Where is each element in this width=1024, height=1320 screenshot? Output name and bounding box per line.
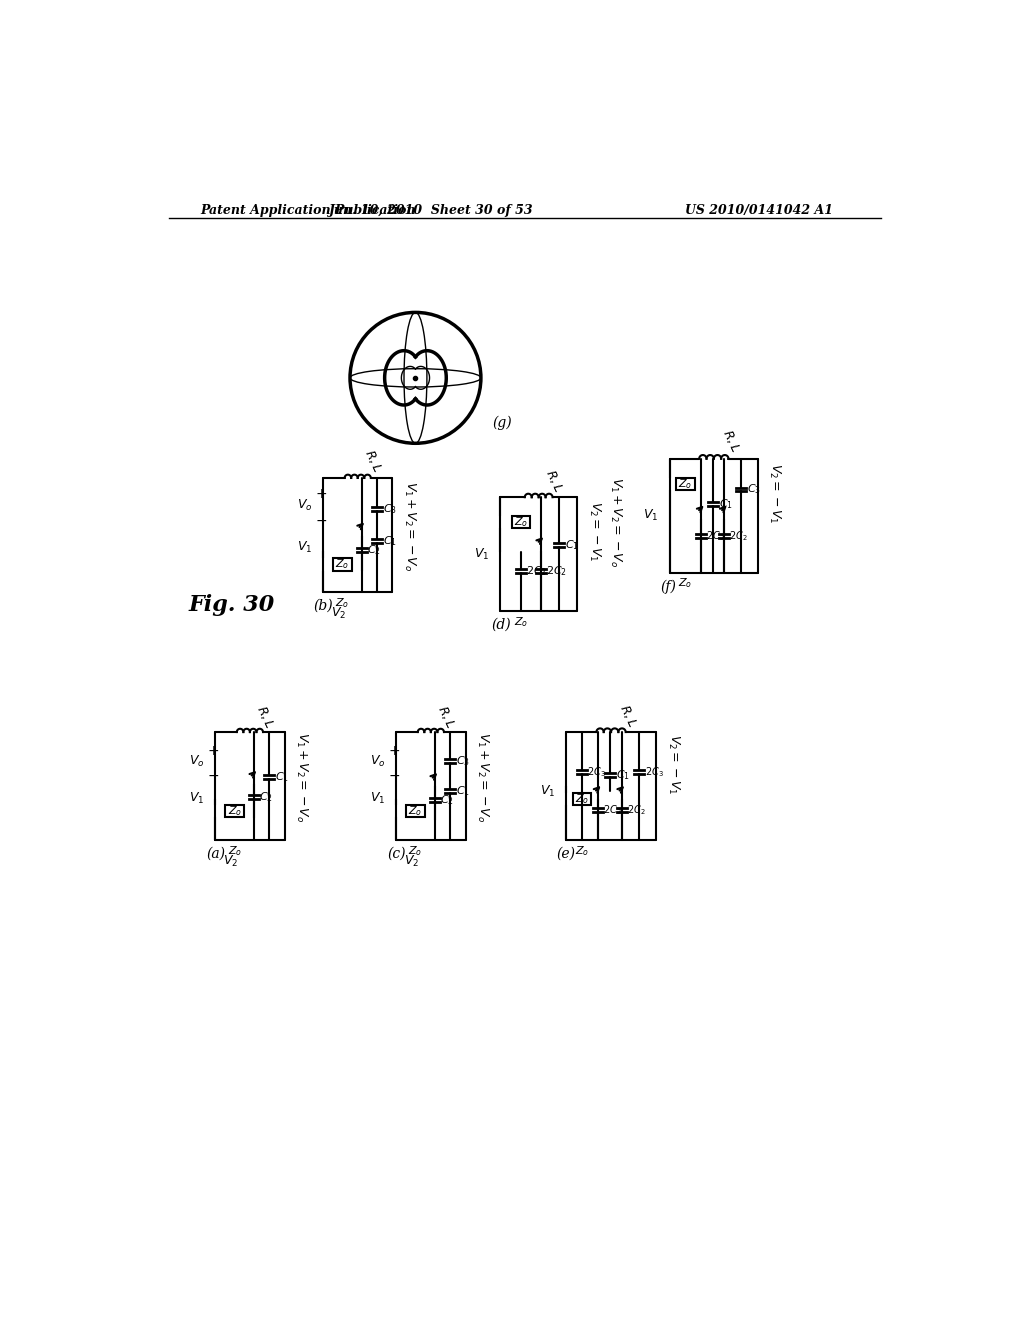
Text: $2C_3$: $2C_3$: [588, 766, 606, 779]
Bar: [512, 516, 530, 528]
Text: $C_2$: $C_2$: [368, 543, 381, 557]
Text: (a): (a): [206, 846, 225, 861]
Text: $C_3$: $C_3$: [457, 754, 470, 768]
Text: $R,L$: $R,L$: [720, 426, 742, 454]
Text: $V_1$: $V_1$: [370, 791, 385, 807]
Text: $R,L$: $R,L$: [361, 447, 384, 474]
Text: $Z_o$: $Z_o$: [409, 843, 423, 858]
Bar: [333, 558, 351, 570]
Text: $V_1$: $V_1$: [474, 546, 489, 562]
Text: $V_2$: $V_2$: [331, 606, 346, 620]
Text: $+$: $+$: [207, 744, 219, 759]
Text: $Z_o$: $Z_o$: [514, 515, 528, 529]
Text: $V_2=-V_1$: $V_2=-V_1$: [587, 502, 602, 561]
Text: $C_3$: $C_3$: [748, 483, 762, 496]
Text: $C_1$: $C_1$: [719, 498, 733, 511]
Text: $Z_o$: $Z_o$: [574, 792, 589, 805]
Text: $V_2$: $V_2$: [404, 854, 420, 869]
Text: (f): (f): [660, 579, 676, 594]
Text: (c): (c): [387, 846, 406, 861]
Text: $V_1+V_2=-V_o$: $V_1+V_2=-V_o$: [294, 733, 309, 822]
Text: $V_1+V_2=-V_o$: $V_1+V_2=-V_o$: [608, 477, 624, 568]
Text: (b): (b): [313, 599, 334, 612]
Text: $Z_o$: $Z_o$: [335, 595, 349, 610]
Text: $C_1$: $C_1$: [457, 784, 470, 799]
Text: $V_1$: $V_1$: [643, 508, 658, 523]
Text: $2C_2$: $2C_2$: [526, 565, 547, 578]
Text: $Z_o$: $Z_o$: [514, 615, 528, 628]
Text: $C_2$: $C_2$: [259, 789, 273, 804]
Text: $V_1+V_2=-V_o$: $V_1+V_2=-V_o$: [401, 480, 417, 572]
Text: $Z_o$: $Z_o$: [227, 804, 242, 817]
Text: $C_3$: $C_3$: [383, 502, 397, 516]
Text: $R,L$: $R,L$: [543, 467, 565, 494]
Text: $2C_3$: $2C_3$: [644, 766, 664, 779]
Text: $C_2$: $C_2$: [440, 793, 455, 807]
Bar: [225, 805, 244, 817]
Text: $V_1$: $V_1$: [540, 784, 555, 799]
Text: (g): (g): [493, 416, 512, 430]
Text: $C_1$: $C_1$: [565, 539, 580, 552]
Text: $V_o$: $V_o$: [370, 754, 385, 768]
Text: $2C_2$: $2C_2$: [627, 803, 645, 817]
Text: $-$: $-$: [314, 513, 327, 527]
Text: $+$: $+$: [388, 744, 400, 759]
Text: $2C_2$: $2C_2$: [547, 565, 567, 578]
Text: $C_1$: $C_1$: [615, 768, 630, 781]
Text: $V_1$: $V_1$: [189, 791, 205, 807]
Bar: [407, 805, 425, 817]
Text: Jun. 10, 2010  Sheet 30 of 53: Jun. 10, 2010 Sheet 30 of 53: [329, 205, 534, 218]
Text: $V_o$: $V_o$: [189, 754, 205, 768]
Text: $2C_2$: $2C_2$: [707, 529, 725, 543]
Text: $R,L$: $R,L$: [616, 702, 639, 729]
Text: $Z_o$: $Z_o$: [335, 557, 349, 572]
Text: $C_1$: $C_1$: [383, 533, 397, 548]
Text: $2C_2$: $2C_2$: [603, 803, 622, 817]
Text: Patent Application Publication: Patent Application Publication: [200, 205, 416, 218]
Text: $V_2=-V_1$: $V_2=-V_1$: [768, 463, 782, 523]
Text: $R,L$: $R,L$: [435, 704, 458, 730]
Text: US 2010/0141042 A1: US 2010/0141042 A1: [685, 205, 833, 218]
Text: $V_1$: $V_1$: [297, 540, 312, 554]
Text: $Z_o$: $Z_o$: [227, 843, 242, 858]
Text: $Z_o$: $Z_o$: [678, 477, 692, 491]
Text: (d): (d): [490, 618, 511, 632]
Text: $+$: $+$: [314, 487, 327, 500]
Text: $C_1$: $C_1$: [275, 771, 290, 784]
Text: $V_1+V_2=-V_o$: $V_1+V_2=-V_o$: [475, 733, 490, 822]
Text: $-$: $-$: [388, 768, 400, 783]
Text: $-$: $-$: [207, 768, 219, 783]
Text: $2C_2$: $2C_2$: [729, 529, 748, 543]
Text: $V_2=-V_1$: $V_2=-V_1$: [666, 734, 681, 795]
Bar: [572, 793, 591, 805]
Text: $R,L$: $R,L$: [254, 704, 276, 730]
Text: (e): (e): [556, 846, 575, 861]
Text: $Z_o$: $Z_o$: [678, 577, 692, 590]
Text: Fig. 30: Fig. 30: [188, 594, 274, 616]
Text: $V_o$: $V_o$: [297, 498, 312, 513]
Bar: [676, 478, 694, 490]
Text: $Z_o$: $Z_o$: [574, 843, 589, 858]
Text: $Z_o$: $Z_o$: [409, 804, 423, 817]
Text: $V_2$: $V_2$: [223, 854, 239, 869]
